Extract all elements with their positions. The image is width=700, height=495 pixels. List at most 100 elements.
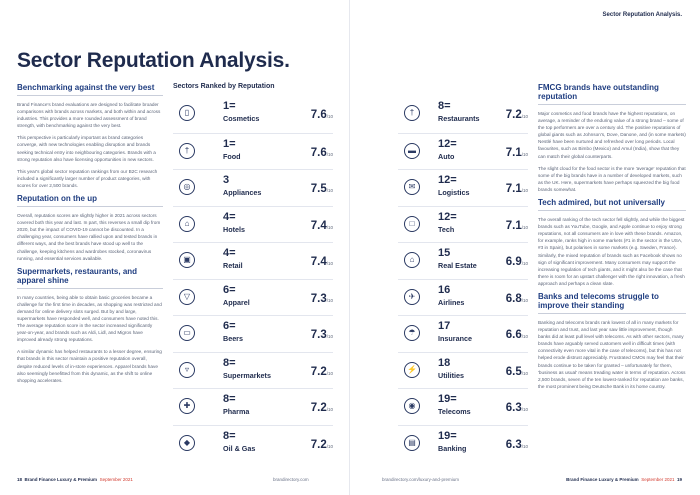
ranking-row: ◎ 3 Appliances 7.5/10 <box>173 169 333 206</box>
score-value: 7.2 <box>310 438 327 451</box>
section-paragraph: In many countries, being able to obtain … <box>17 294 162 343</box>
footer-left: 18 Brand Finance Luxury & Premium Septem… <box>17 477 133 482</box>
sector-name: Airlines <box>438 297 465 307</box>
plane-icon: ✈ <box>404 288 420 305</box>
ranking-row: ▯ 1= Cosmetics 7.6/10 <box>173 96 333 133</box>
reputation-score: 7.1/10 <box>506 220 528 234</box>
ranking-row: ▣ 4= Retail 7.4/10 <box>173 242 333 279</box>
publication-name: Brand Finance Luxury & Premium <box>566 477 639 482</box>
cutlery-icon: † <box>179 142 195 159</box>
rank-number: 16 <box>438 283 451 296</box>
score-unit: /10 <box>521 370 528 376</box>
sector-name: Pharma <box>223 407 250 416</box>
score-value: 7.6 <box>310 146 327 159</box>
reputation-score: 7.3/10 <box>311 329 333 343</box>
rank-number: 4= <box>223 247 236 259</box>
footer-site-link[interactable]: brandirectory.com <box>273 477 309 482</box>
section-paragraph: This year's global sector reputation ran… <box>17 168 158 188</box>
reputation-score: 7.4/10 <box>311 220 333 234</box>
section-paragraph: Overall, reputation scores are slightly … <box>17 213 161 261</box>
score-unit: /10 <box>521 188 528 193</box>
page-number: 18 <box>17 477 23 482</box>
score-value: 7.4 <box>310 219 327 232</box>
left-text-column: Benchmarking against the very best Brand… <box>17 83 163 389</box>
sector-name: Insurance <box>438 334 472 343</box>
rank-number: 18 <box>438 356 451 369</box>
rank-number: 8= <box>223 356 236 369</box>
page-number: 19 <box>676 477 682 482</box>
score-unit: /10 <box>326 261 333 266</box>
rank-number: 6= <box>223 283 236 296</box>
score-value: 6.5 <box>505 365 522 378</box>
score-unit: /10 <box>521 407 528 412</box>
sector-name: Appliances <box>223 188 262 197</box>
ranking-title: Sectors Ranked by Reputation <box>173 83 275 90</box>
sector-name: Restaurants <box>438 114 480 123</box>
ranking-row: ◉ 19= Telecoms 6.3/10 <box>398 388 528 425</box>
satellite-icon: ◉ <box>404 398 420 414</box>
sector-name: Retail <box>223 261 243 270</box>
score-unit: /10 <box>326 114 333 119</box>
rank-number: 8= <box>223 429 236 442</box>
ranking-row: ▭ 6= Beers 7.3/10 <box>173 315 333 352</box>
reputation-score: 7.1/10 <box>506 147 528 161</box>
score-unit: /10 <box>326 407 333 412</box>
reputation-score: 6.3/10 <box>506 439 528 453</box>
section-paragraph: Banking and telecoms brands rank lowest … <box>538 319 686 389</box>
ranking-row: ▬ 12= Auto 7.1/10 <box>398 132 528 170</box>
rank-number: 15 <box>438 247 451 259</box>
sector-name: Supermarkets <box>223 370 271 380</box>
plug-icon: ⚡ <box>404 361 420 378</box>
bank-icon: ▤ <box>404 434 420 451</box>
envelope-icon: ✉ <box>404 179 420 195</box>
score-unit: /10 <box>326 334 333 339</box>
score-unit: /10 <box>521 443 528 449</box>
ranking-list-left: ▯ 1= Cosmetics 7.6/10 † 1= Food 7.6/10 ◎ 3 Applian… <box>173 96 333 461</box>
section-heading: Banks and telecoms struggle to improve t… <box>538 292 686 314</box>
right-text-column: FMCG brands have outstanding reputation … <box>538 83 686 395</box>
rank-number: 1= <box>223 100 236 112</box>
reputation-score: 7.3/10 <box>311 293 333 307</box>
car-icon: ▬ <box>404 142 420 159</box>
sector-name: Telecoms <box>438 407 471 416</box>
ranking-row: ◆ 8= Oil & Gas 7.2/10 <box>173 424 333 462</box>
page-title: Sector Reputation Analysis. <box>17 49 290 72</box>
ranking-list-right: † 8= Restaurants 7.2/10 ▬ 12= Auto 7.1/10 ✉ 12= Lo… <box>398 96 528 461</box>
ranking-row: ⚡ 18 Utilities 6.5/10 <box>398 351 528 389</box>
shirt-icon: ▽ <box>179 288 195 305</box>
ranking-row: † 1= Food 7.6/10 <box>173 132 333 170</box>
score-unit: /10 <box>326 297 333 303</box>
score-unit: /10 <box>521 151 528 157</box>
rank-number: 3 <box>223 174 230 186</box>
reputation-score: 6.9/10 <box>506 256 528 270</box>
rank-number: 12= <box>438 210 457 223</box>
score-value: 6.6 <box>505 329 522 341</box>
rank-number: 12= <box>438 174 457 186</box>
page-divider <box>349 0 350 495</box>
reputation-score: 7.6/10 <box>311 109 333 123</box>
section-paragraph: The slight cloud for the food sector is … <box>538 165 686 192</box>
section-heading: Supermarkets, restaurants, and apparel s… <box>17 267 163 289</box>
score-value: 6.8 <box>505 292 522 305</box>
score-value: 7.4 <box>310 256 327 268</box>
sector-name: Auto <box>438 151 455 161</box>
score-unit: /10 <box>326 370 333 376</box>
sector-name: Apparel <box>223 297 250 307</box>
cart-icon: ▿ <box>179 361 195 378</box>
score-value: 7.3 <box>310 329 327 341</box>
score-unit: /10 <box>521 224 528 230</box>
ranking-row: ⌂ 4= Hotels 7.4/10 <box>173 205 333 243</box>
ranking-row: □ 12= Tech 7.1/10 <box>398 205 528 243</box>
section-paragraph: This perspective is particularly importa… <box>17 135 156 162</box>
reputation-score: 7.5/10 <box>311 183 333 197</box>
section-paragraph: A similar dynamic has helped restaurants… <box>17 349 162 383</box>
sector-name: Real Estate <box>438 261 477 270</box>
section-paragraph: Brand Finance's brand evaluations are de… <box>17 102 161 129</box>
score-value: 7.2 <box>310 365 327 378</box>
footer-site-link[interactable]: brandirectory.com/luxury-and-premium <box>382 477 459 482</box>
section-heading: Tech admired, but not universally <box>538 198 686 212</box>
ranking-row: ✈ 16 Airlines 6.8/10 <box>398 278 528 316</box>
lipstick-icon: ▯ <box>179 105 195 121</box>
score-unit: /10 <box>326 443 333 449</box>
rank-number: 1= <box>223 137 236 150</box>
